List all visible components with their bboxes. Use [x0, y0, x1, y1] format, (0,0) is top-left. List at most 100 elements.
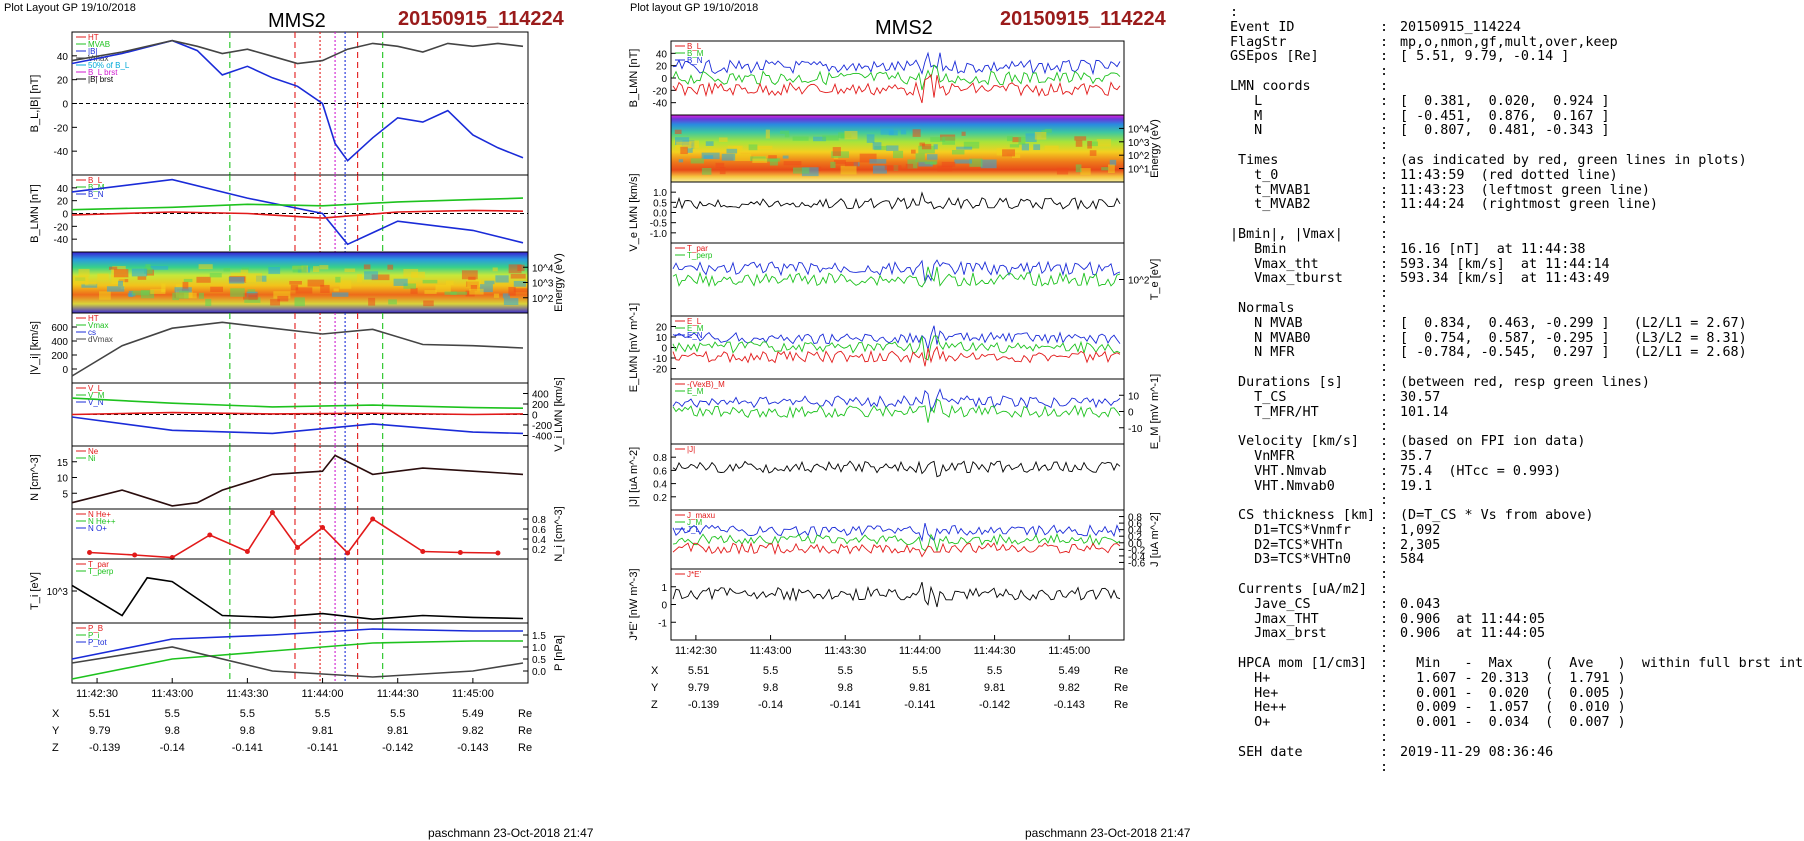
info-row: : — [1230, 286, 1800, 302]
panel-0-1: 40 20 0-20 -40 B_LMN [nT] B_LB_MB_N — [29, 174, 529, 253]
spectrogram-patch — [403, 283, 417, 289]
y-tick-label: 1.0 — [653, 188, 667, 199]
legend-entry: HT — [88, 314, 99, 323]
info-key: D1=TCS*Vnmfr — [1230, 522, 1351, 538]
spectrogram-patch — [424, 290, 437, 294]
series-line — [672, 522, 1121, 542]
y-tick-label: 0.4 — [653, 480, 667, 491]
spectrogram-patch — [128, 290, 134, 298]
spectrogram-patch — [290, 284, 299, 291]
series-line — [672, 581, 1121, 608]
info-value: 0.009 - 1.057 ( 0.010 ) — [1400, 700, 1626, 716]
spectrogram-patch — [937, 165, 953, 172]
series-line — [672, 191, 1121, 211]
spectrogram-patch — [726, 148, 738, 154]
info-row: : — [1230, 138, 1800, 154]
y-tick-label: 400 — [532, 390, 549, 401]
ephemeris-value: 5.5 — [315, 708, 330, 720]
info-key: N MFR — [1230, 345, 1295, 361]
x-tick-label: 11:43:30 — [226, 688, 268, 700]
spectrogram-patch — [1012, 137, 1022, 143]
ephemeris-value: 9.8 — [240, 725, 255, 737]
spectrogram-patch — [230, 272, 246, 277]
spectrogram-patch — [844, 161, 859, 167]
spectrogram-patch — [422, 279, 438, 284]
x-tick-label: 11:42:30 — [76, 688, 118, 700]
info-value: 593.34 [km/s] at 11:44:14 — [1400, 256, 1610, 272]
spectrogram-patch — [1021, 143, 1029, 151]
panel-0-8: 1.51.00.50.0 P [nPa] P_BP_iP_tot — [71, 622, 565, 684]
y-tick-label: -0.6 — [1128, 558, 1146, 569]
y-tick-label: 0.8 — [653, 453, 667, 464]
series-line — [89, 511, 498, 559]
ephemeris-value: 5.5 — [165, 708, 180, 720]
spectrogram-patch — [830, 161, 836, 169]
spectrogram-patch — [703, 155, 714, 159]
info-separator: : — [1380, 626, 1389, 642]
ephemeris-value: -0.143 — [457, 742, 488, 754]
y-axis-label: B_LMN [nT] — [29, 184, 41, 243]
y-tick-label: 200 — [51, 351, 68, 362]
spectrogram-patch — [840, 165, 857, 175]
legend-entry: E_M — [687, 387, 704, 396]
legend-entry: T_par — [88, 560, 109, 569]
spectrogram-patch — [335, 276, 341, 283]
info-key: D2=TCS*VHTn — [1230, 537, 1343, 553]
legend-entry: N O+ — [88, 524, 107, 533]
info-row: : — [1230, 641, 1800, 657]
info-value: 30.57 — [1400, 389, 1441, 405]
ephemeris-value: 9.81 — [387, 725, 408, 737]
info-value: [ 0.807, 0.481, -0.343 ] — [1400, 123, 1610, 139]
y-tick-label: 10 — [656, 333, 668, 344]
info-key: T_CS — [1230, 389, 1287, 405]
spectrogram-patch — [492, 267, 498, 272]
series-line — [71, 640, 523, 680]
ephemeris-value: 5.5 — [763, 665, 778, 677]
spectrogram-patch — [161, 283, 166, 293]
spectrogram-patch — [444, 291, 457, 295]
panel-1-5: 10 0 -10 E_M [mV m^-1] -(VexB)_ME_M — [670, 374, 1161, 449]
info-key: N — [1230, 123, 1263, 139]
info-separator: : — [1380, 256, 1389, 272]
info-key: Jave_CS — [1230, 596, 1311, 612]
spectrogram-patch — [1018, 136, 1026, 145]
ephemeris-value: -0.139 — [688, 699, 719, 711]
spectrogram-patch — [393, 278, 408, 286]
spectrogram-patch — [941, 161, 956, 167]
info-value: (between red, resp green lines) — [1400, 374, 1650, 390]
y-tick-label: 0 — [661, 601, 667, 612]
y-axis-label: Energy (eV) — [1149, 119, 1161, 178]
spectrogram-patch — [674, 145, 680, 154]
spectrogram-patch — [493, 293, 500, 298]
series-line — [71, 39, 524, 65]
spectrogram-patch — [715, 162, 725, 168]
y-tick-label: 0 — [1128, 408, 1134, 419]
series-point — [132, 552, 138, 558]
spectrogram-patch — [886, 145, 899, 151]
y-tick-label: 0 — [62, 365, 68, 376]
spectrogram-patch — [113, 269, 129, 278]
ephemeris-unit: Re — [1114, 699, 1128, 711]
x-tick-label: 11:43:00 — [750, 645, 792, 657]
spectrogram-patch — [1034, 131, 1047, 140]
info-separator: : — [1380, 582, 1389, 598]
info-value: [ 0.381, 0.020, 0.924 ] — [1400, 93, 1610, 109]
spectrogram-patch — [273, 291, 291, 299]
info-row: Normals: — [1230, 301, 1800, 317]
y-axis-label: Energy (eV) — [553, 253, 565, 312]
info-row: He++: 0.009 - 1.057 ( 0.010 ) — [1230, 701, 1800, 716]
info-separator: : — [1380, 226, 1389, 242]
spectrogram-patch — [866, 134, 875, 143]
legend-entry: B_N — [88, 190, 104, 199]
info-separator: : — [1380, 93, 1389, 109]
ephemeris-value: 9.79 — [688, 682, 709, 694]
y-tick-label: 0.6 — [1128, 519, 1142, 530]
info-value: 0.001 - 0.034 ( 0.007 ) — [1400, 715, 1626, 731]
legend-entry: V_N — [88, 398, 104, 407]
y-axis-label: |J| [uA m^-2] — [628, 447, 640, 507]
legend-entry: J*E' — [687, 570, 701, 579]
spectrogram-patch — [479, 284, 493, 293]
ephemeris-label: Y — [52, 725, 60, 737]
spectrogram-patch — [137, 276, 147, 280]
